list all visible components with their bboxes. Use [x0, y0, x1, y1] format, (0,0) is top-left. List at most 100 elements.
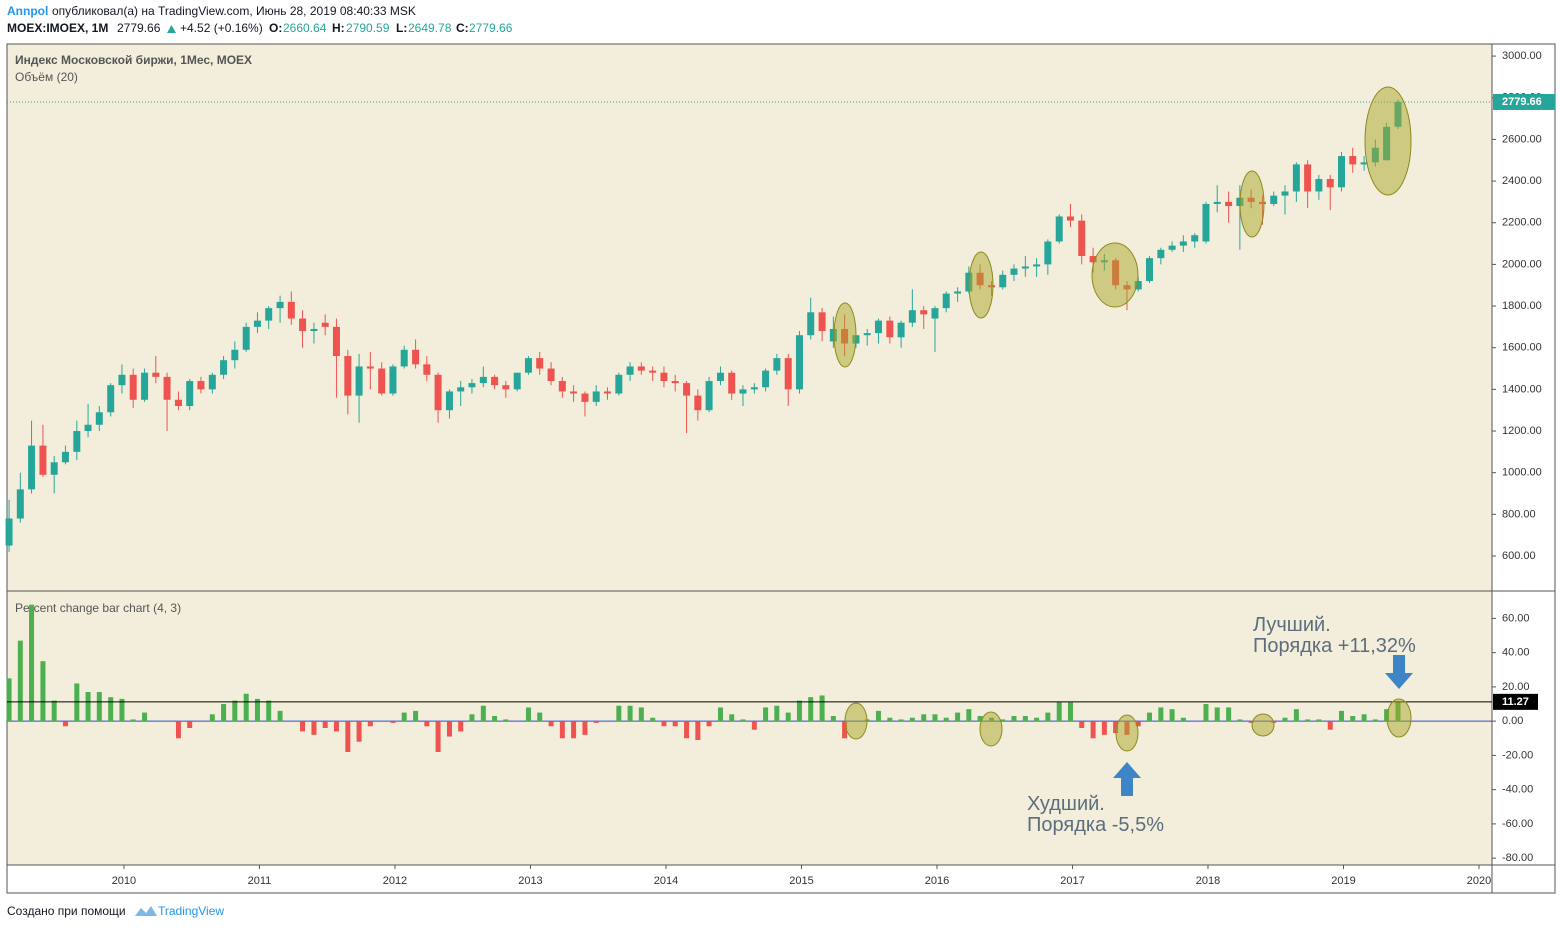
candle-body — [366, 366, 374, 369]
published: опубликовал(а) на TradingView.com, Июнь … — [52, 4, 416, 18]
bar — [1169, 709, 1175, 722]
last-price-label: 2779.66 — [1502, 96, 1542, 108]
y-tick-label: 60.00 — [1502, 612, 1530, 624]
bar — [187, 721, 193, 728]
bar — [40, 661, 46, 722]
bar — [943, 717, 949, 722]
y-tick-label: 1200.00 — [1502, 425, 1542, 437]
y-tick-label: -40.00 — [1502, 784, 1533, 796]
bar — [808, 697, 814, 722]
candle-body — [536, 358, 544, 369]
y-tick-label: 20.00 — [1502, 681, 1530, 693]
bar — [62, 721, 68, 727]
bar — [1350, 716, 1356, 722]
candle-body — [920, 310, 928, 315]
candle-body — [897, 322, 905, 338]
candle-body — [457, 387, 465, 392]
candle-body — [795, 335, 803, 390]
bar — [661, 721, 667, 727]
candle-body — [434, 374, 442, 411]
bar — [85, 692, 91, 722]
change: +4.52 (+0.16%) — [180, 21, 263, 35]
bar — [830, 716, 836, 722]
candle-body — [355, 366, 363, 396]
bar — [1113, 721, 1119, 734]
candle-body — [886, 320, 894, 338]
bar — [1056, 702, 1062, 722]
candle-body — [231, 349, 239, 361]
candle-body — [16, 489, 24, 519]
candle-body — [637, 366, 645, 371]
candle-body — [28, 445, 36, 490]
plot-background — [7, 44, 1492, 865]
bar — [413, 710, 419, 722]
bar — [142, 712, 148, 722]
bar — [119, 698, 125, 722]
y-tick-label: 2600.00 — [1502, 133, 1542, 145]
bar — [1022, 716, 1028, 722]
candle-body — [389, 366, 397, 394]
candle-body — [942, 293, 950, 309]
candle-body — [1349, 156, 1357, 165]
candle-body — [954, 291, 962, 294]
candle-body — [1225, 201, 1233, 207]
x-tick-label: 2013 — [518, 875, 542, 887]
candle-body — [1089, 256, 1097, 263]
bar — [232, 700, 238, 722]
bar — [525, 707, 531, 722]
x-tick-label: 2015 — [789, 875, 813, 887]
bar — [559, 721, 565, 739]
candle-body — [547, 368, 555, 382]
candle-body — [61, 451, 69, 463]
candle-body — [73, 431, 81, 452]
candle-body — [1213, 201, 1221, 204]
candle-body — [344, 356, 352, 396]
candle-body — [728, 372, 736, 394]
candle-body — [649, 370, 657, 373]
candle-body — [253, 320, 261, 327]
candle-body — [5, 518, 13, 546]
bar — [774, 705, 780, 722]
highlight — [1239, 170, 1265, 238]
candle-body — [129, 374, 137, 400]
bar — [977, 716, 983, 722]
bar — [424, 721, 430, 727]
bar — [909, 717, 915, 722]
bar — [1361, 714, 1367, 722]
candle-body — [321, 322, 329, 327]
x-tick-label: 2016 — [925, 875, 949, 887]
candle-body — [118, 374, 126, 386]
candle-body — [570, 391, 578, 394]
y-tick-label: 1600.00 — [1502, 342, 1542, 354]
bar — [571, 721, 577, 739]
pane-subtitle: Объём (20) — [15, 70, 78, 84]
last-price-box — [1493, 93, 1555, 110]
candle-body — [197, 381, 205, 390]
y-tick-label: 40.00 — [1502, 647, 1530, 659]
highlight — [1091, 242, 1139, 308]
candle-body — [603, 391, 611, 394]
ohlc-label: H: — [332, 21, 345, 35]
ohlc-label: C: — [456, 21, 469, 35]
candle-body — [502, 385, 510, 390]
bar — [796, 700, 802, 722]
frame — [6, 43, 1556, 894]
candle-body — [208, 374, 216, 390]
bar — [672, 721, 678, 727]
bar — [875, 710, 881, 722]
footer-brand[interactable]: TradingView — [158, 904, 224, 918]
candle-body — [626, 366, 634, 375]
bar — [401, 712, 407, 722]
candle-body — [807, 312, 815, 336]
bar — [548, 721, 554, 727]
candle-body — [310, 328, 318, 332]
bar — [345, 721, 351, 752]
author[interactable]: Annpol — [7, 4, 48, 18]
bar — [243, 693, 249, 722]
candle-body — [468, 383, 476, 388]
bar — [108, 697, 114, 722]
candle-body — [1145, 258, 1153, 282]
annotation: Лучший. — [1253, 614, 1331, 636]
highlight — [844, 702, 868, 740]
bar — [480, 705, 486, 722]
